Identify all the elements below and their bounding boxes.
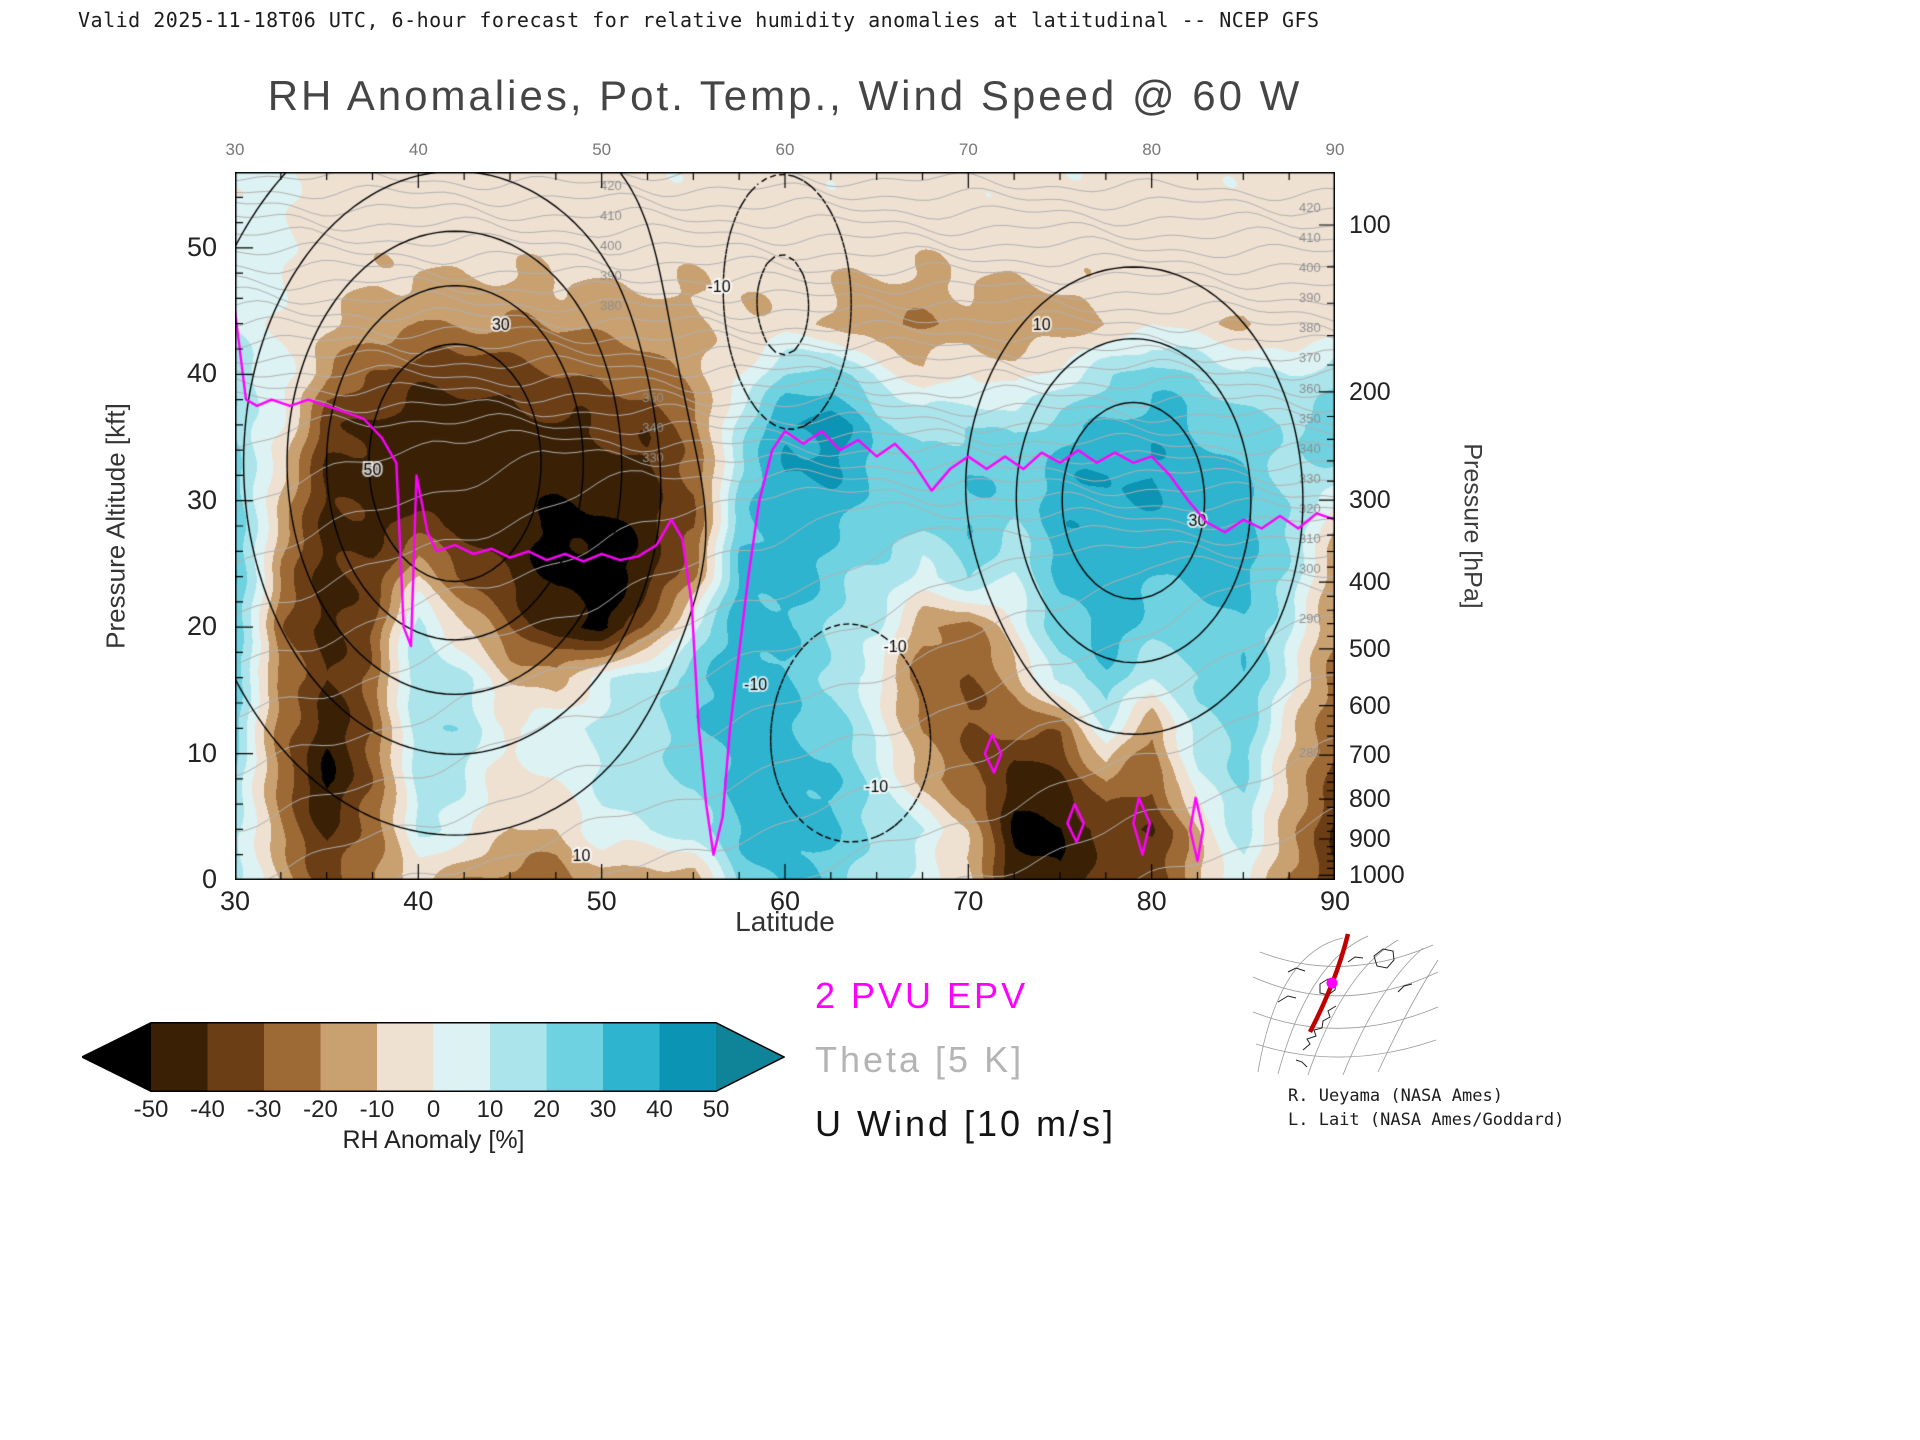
map-inset: [1252, 933, 1439, 1076]
top-axis-tick-label: 70: [958, 140, 978, 159]
x-axis-tick-label: 50: [586, 886, 617, 916]
y-right-tick-label: 800: [1349, 785, 1391, 814]
top-axis-tick-label: 50: [592, 140, 612, 159]
y-left-tick-label: 20: [186, 611, 217, 642]
x-axis-tick-label: 30: [219, 886, 251, 916]
map-location-dot: [1326, 977, 1338, 989]
colorbar-segment: [603, 1022, 660, 1092]
colorbar-tick-label: -40: [190, 1096, 225, 1123]
y-right-tick-label: 100: [1349, 211, 1391, 240]
colorbar-tick-label: -50: [133, 1096, 169, 1123]
legend-theta: Theta [5 K]: [815, 1039, 1025, 1080]
colorbar-segment: [546, 1022, 604, 1092]
x-axis-title: Latitude: [735, 906, 835, 937]
top-axis-tick-label: 60: [775, 140, 795, 159]
y-left-tick-label: 50: [186, 231, 217, 262]
colorbar-arrow-low: [82, 1022, 151, 1092]
x-axis-tick-label: 60: [769, 886, 801, 916]
y-right-tick-label: 900: [1349, 825, 1391, 853]
y-right-tick-label: 700: [1349, 741, 1391, 770]
colorbar-tick-label: 30: [589, 1096, 617, 1123]
top-axis-tick-label: 80: [1142, 140, 1162, 159]
top-axis-tick-label: 40: [408, 140, 428, 159]
colorbar-label: RH Anomaly [%]: [342, 1126, 525, 1154]
colorbar-tick-label: 50: [702, 1096, 730, 1123]
colorbar-segment: [490, 1022, 547, 1092]
colorbar-tick-label: -10: [359, 1096, 395, 1123]
contour-overlay: [235, 172, 1335, 880]
credit-line-1: R. Ueyama (NASA Ames): [1288, 1086, 1503, 1106]
colorbar-segment: [377, 1022, 434, 1092]
y-right-tick-label: 400: [1349, 568, 1391, 597]
y-right-tick-label: 1000: [1349, 861, 1405, 890]
colorbar-segment: [433, 1022, 491, 1092]
colorbar: -50 -40 -30 -20 -10 0 10 20 30 40 50: [80, 1022, 786, 1123]
plot-title: RH Anomalies, Pot. Temp., Wind Speed @ 6…: [267, 72, 1303, 119]
x-axis-tick-label: 70: [953, 886, 984, 916]
y-left-tick-label: 0: [201, 864, 217, 894]
colorbar-arrow-high: [716, 1022, 785, 1092]
colorbar-segment: [264, 1022, 321, 1092]
colorbar-tick-label: 20: [533, 1096, 560, 1123]
credit-line-2: L. Lait (NASA Ames/Goddard): [1288, 1110, 1565, 1130]
colorbar-segment: [320, 1022, 378, 1092]
legend-uwind: U Wind [10 m/s]: [815, 1103, 1117, 1144]
legend: 2 PVU EPV Theta [5 K] U Wind [10 m/s]: [815, 975, 1116, 1167]
legend-epv: 2 PVU EPV: [815, 975, 1029, 1016]
y-left-tick-label: 40: [186, 358, 217, 389]
x-axis-tick-label: 90: [1319, 886, 1351, 916]
y-left-axis-title: Pressure Altitude [kft]: [100, 403, 131, 649]
colorbar-tick-label: 0: [426, 1096, 441, 1123]
top-axis-tick-label: 30: [225, 140, 245, 159]
y-right-tick-label: 600: [1349, 691, 1391, 720]
y-right-tick-label: 200: [1349, 377, 1391, 406]
plot-area: 30 30 40 40 50 50 60 60 70 70 80 80 90 90 0 10 20 30 40 50 1…: [187, 140, 1405, 916]
y-right-tick-label: 300: [1349, 486, 1391, 515]
colorbar-segment: [207, 1022, 265, 1092]
colorbar-tick-label: 10: [476, 1096, 504, 1123]
y-left-tick-label: 30: [186, 484, 217, 515]
map-graticule: [1252, 935, 1439, 1076]
x-axis-tick-label: 40: [403, 886, 434, 916]
y-right-tick-label: 500: [1349, 634, 1391, 663]
x-axis-tick-label: 80: [1136, 886, 1167, 916]
y-left-tick-label: 10: [186, 737, 217, 768]
colorbar-tick-label: -30: [246, 1096, 282, 1123]
colorbar-segment: [151, 1022, 208, 1092]
map-coastlines: [1277, 948, 1413, 1068]
y-right-axis-title: Pressure [hPa]: [1458, 443, 1487, 609]
colorbar-segment: [659, 1022, 717, 1092]
valid-time-header: Valid 2025-11-18T06 UTC, 6-hour forecast…: [78, 8, 1320, 32]
top-axis-tick-label: 90: [1325, 140, 1345, 159]
colorbar-tick-label: 40: [646, 1096, 673, 1123]
colorbar-outline: [80, 1022, 786, 1092]
colorbar-svg: [80, 1022, 786, 1092]
colorbar-tick-label: -20: [303, 1096, 338, 1123]
